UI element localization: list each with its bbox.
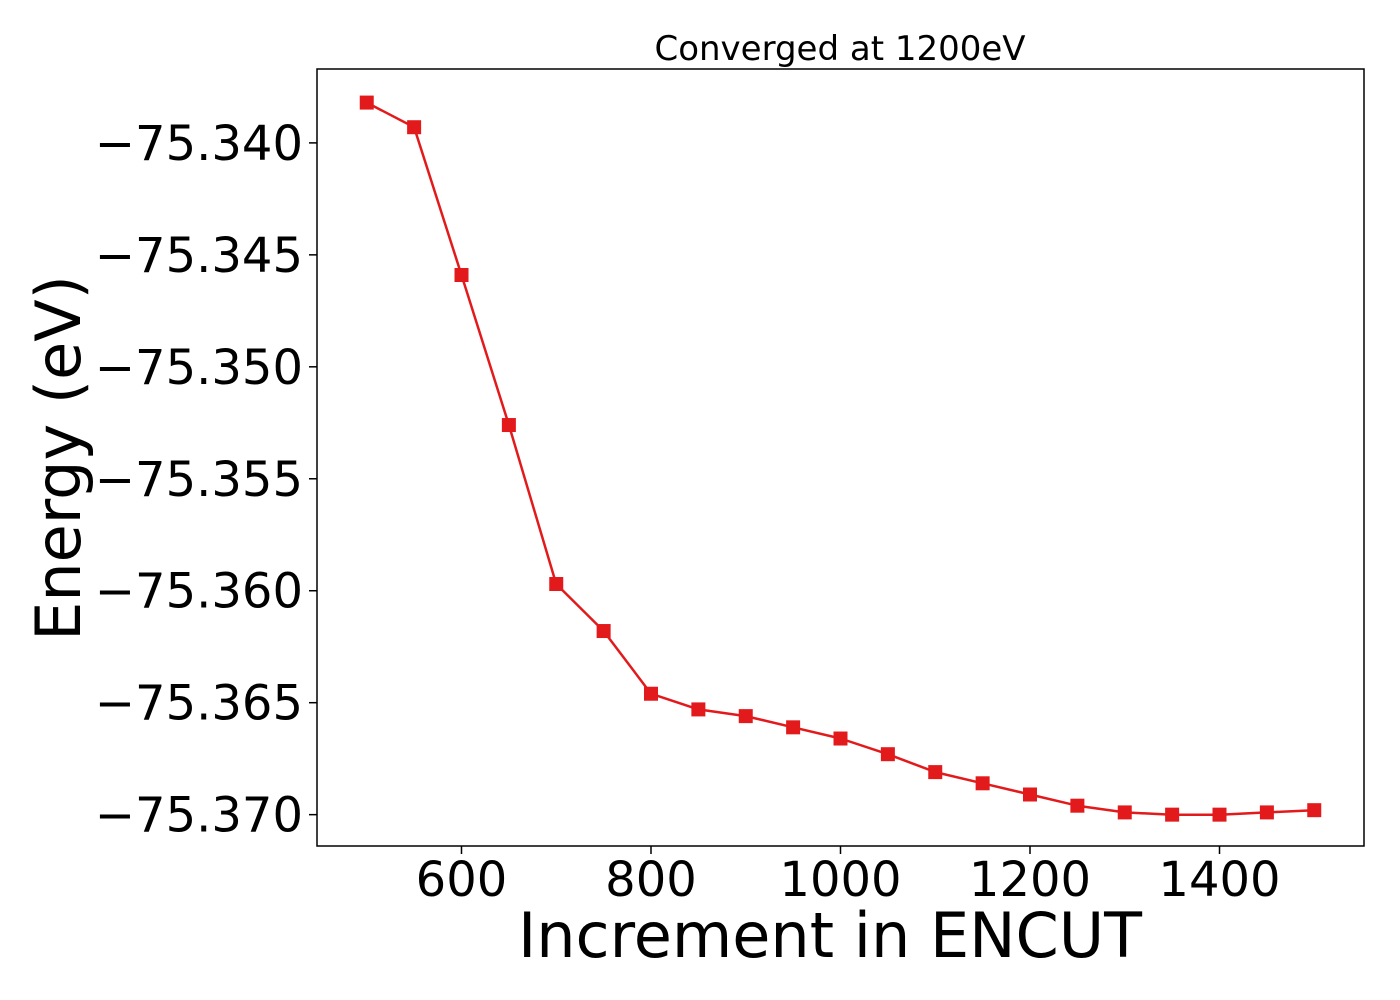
- data-point: [1307, 803, 1322, 818]
- data-point: [1023, 787, 1038, 802]
- y-tick-label: −75.370: [95, 788, 303, 844]
- plot-area: [359, 95, 1322, 822]
- data-point: [1070, 798, 1085, 813]
- y-axis: −75.340 −75.345 −75.350 −75.355 −75.360 −75.3…: [95, 116, 317, 844]
- x-tick-label: 600: [416, 852, 508, 908]
- y-tick-label: −75.340: [95, 116, 303, 172]
- series-line: [366, 101, 1315, 816]
- data-point: [738, 709, 753, 724]
- data-point: [1212, 807, 1227, 822]
- y-tick-label: −75.365: [95, 676, 303, 732]
- x-axis-label: Increment in ENCUT: [518, 899, 1143, 972]
- data-point: [833, 731, 848, 746]
- data-point: [359, 95, 374, 110]
- axes-frame: [316, 68, 1365, 847]
- data-point: [596, 624, 611, 639]
- data-point: [880, 747, 895, 762]
- chart-title: Converged at 1200eV: [654, 29, 1025, 69]
- x-axis: 600 800 1000 1200 1400: [416, 846, 1281, 908]
- data-point: [501, 418, 516, 433]
- x-tick-label: 1000: [779, 852, 901, 908]
- data-point: [975, 776, 990, 791]
- y-axis-label: Energy (eV): [22, 275, 95, 641]
- x-tick-label: 800: [605, 852, 697, 908]
- data-point: [691, 702, 706, 717]
- data-point: [549, 577, 564, 592]
- data-point: [928, 765, 943, 780]
- y-tick-label: −75.345: [95, 228, 303, 284]
- data-point: [643, 686, 658, 701]
- y-tick-label: −75.355: [95, 452, 303, 508]
- data-point: [786, 720, 801, 735]
- y-tick-label: −75.360: [95, 564, 303, 620]
- x-tick-label: 1200: [969, 852, 1091, 908]
- data-point: [454, 268, 469, 283]
- data-point: [1259, 805, 1274, 820]
- x-tick-label: 1400: [1158, 852, 1280, 908]
- data-point: [1117, 805, 1132, 820]
- y-tick-label: −75.350: [95, 340, 303, 396]
- data-point: [407, 120, 422, 135]
- data-point: [1165, 807, 1180, 822]
